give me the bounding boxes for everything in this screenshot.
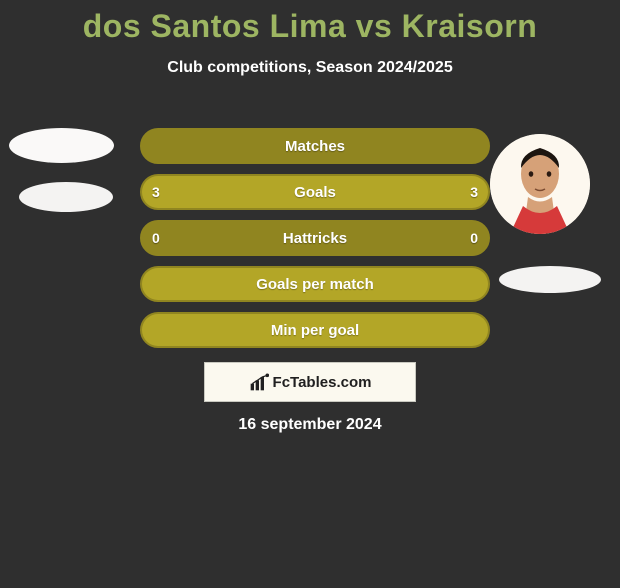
- bar-right-value: 3: [470, 184, 478, 200]
- bar-matches: Matches: [140, 128, 490, 164]
- player-right-name-pill: [499, 266, 601, 293]
- page-subtitle: Club competitions, Season 2024/2025: [0, 59, 620, 77]
- player-right-avatar: [490, 134, 590, 234]
- page-title: dos Santos Lima vs Kraisorn: [0, 8, 620, 45]
- bar-right-value: 0: [470, 230, 478, 246]
- logo-text: FcTables.com: [273, 374, 372, 391]
- bar-label: Goals per match: [256, 276, 374, 293]
- bar-label: Min per goal: [271, 322, 359, 339]
- bar-min-per-goal: Min per goal: [140, 312, 490, 348]
- player-left-avatar: [9, 128, 114, 163]
- bar-chart-icon: [249, 372, 269, 392]
- bar-label: Hattricks: [283, 230, 347, 247]
- comparison-bars: Matches 3 Goals 3 0 Hattricks 0 Goals pe…: [140, 128, 490, 358]
- bar-left-value: 3: [152, 184, 160, 200]
- date-label: 16 september 2024: [0, 416, 620, 434]
- person-icon: [490, 134, 590, 234]
- bar-label: Goals: [294, 184, 336, 201]
- bar-fill-left: [142, 176, 315, 208]
- bar-goals-per-match: Goals per match: [140, 266, 490, 302]
- bar-hattricks: 0 Hattricks 0: [140, 220, 490, 256]
- bar-label: Matches: [285, 138, 345, 155]
- fctables-logo-link[interactable]: FcTables.com: [204, 362, 416, 402]
- bar-fill-right: [315, 176, 488, 208]
- player-left-name-pill: [19, 182, 113, 212]
- bar-goals: 3 Goals 3: [140, 174, 490, 210]
- bar-left-value: 0: [152, 230, 160, 246]
